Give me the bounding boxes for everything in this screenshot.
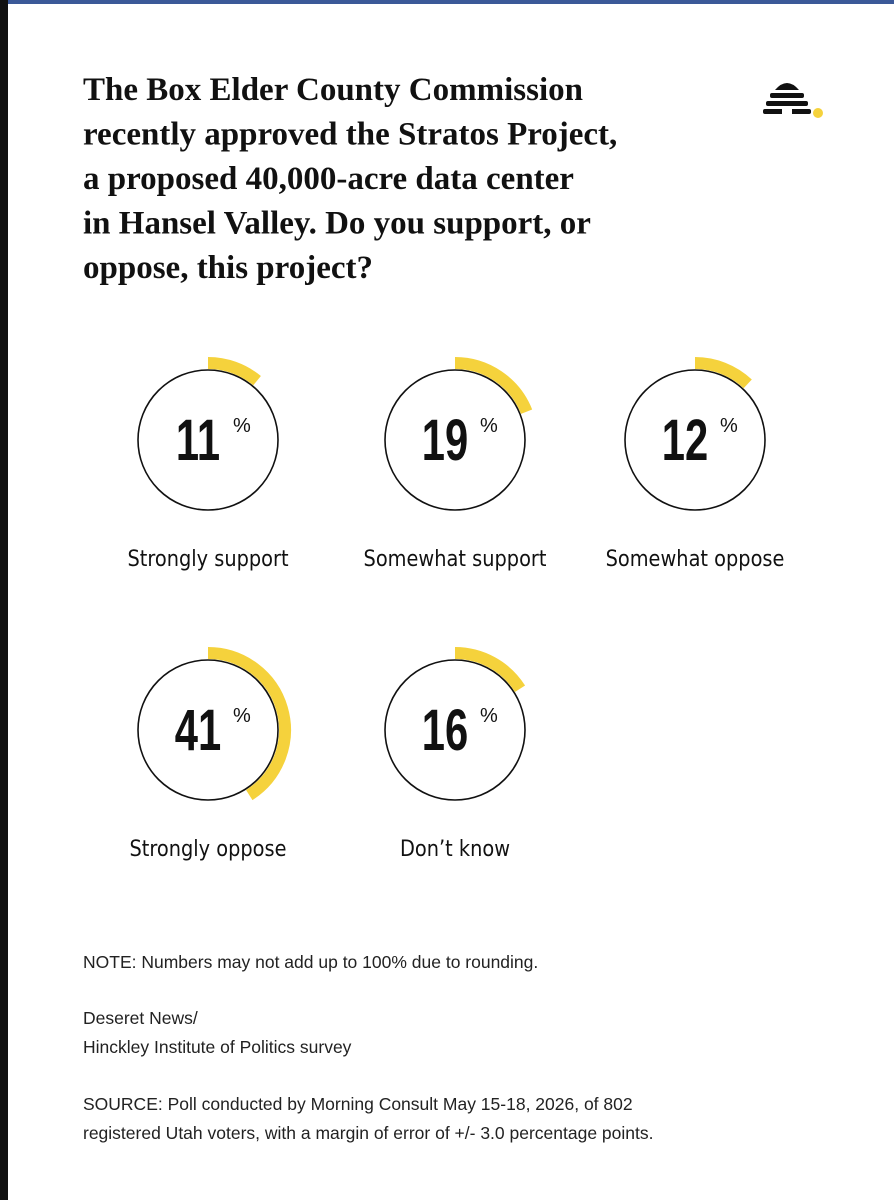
ring	[384, 659, 526, 801]
title-line: a proposed 40,000-acre data center	[83, 161, 574, 197]
value-group: 16	[422, 697, 468, 762]
value-group: 19	[422, 407, 468, 472]
category-label: Somewhat oppose	[606, 546, 785, 571]
unit-label: %	[233, 415, 251, 437]
category-label: Don’t know	[400, 836, 510, 861]
category-label: Somewhat support	[364, 546, 547, 571]
arc	[207, 357, 261, 386]
unit-label: %	[233, 705, 251, 727]
value-group: 11	[176, 407, 220, 472]
arc	[207, 647, 291, 801]
credit-line: Deseret News/	[83, 1008, 198, 1028]
top-bar	[0, 0, 894, 4]
ring	[384, 369, 526, 511]
source-line: SOURCE: Poll conducted by Morning Consul…	[83, 1094, 633, 1114]
title-line: recently approved the Stratos Project,	[83, 117, 617, 153]
arc	[694, 357, 752, 389]
note: NOTE: Numbers may not add up to 100% due…	[83, 952, 538, 972]
title-line: in Hansel Valley. Do you support, or	[83, 206, 591, 242]
ring	[624, 369, 766, 511]
value-label: 41	[175, 697, 221, 762]
arc	[454, 647, 526, 693]
value-label: 16	[422, 697, 468, 762]
unit-label: %	[720, 415, 738, 437]
category-label: Strongly oppose	[129, 836, 286, 861]
logo	[763, 83, 823, 118]
unit-label: %	[480, 705, 498, 727]
source-line: registered Utah voters, with a margin of…	[83, 1123, 654, 1143]
left-edge	[0, 0, 8, 1200]
value-label: 12	[662, 407, 708, 472]
title-line: The Box Elder County Commission	[83, 72, 583, 108]
ring	[137, 659, 279, 801]
value-group: 41	[175, 697, 221, 762]
title-line: oppose, this project?	[83, 250, 373, 286]
category-label: Strongly support	[127, 546, 288, 571]
arc	[454, 357, 533, 415]
ring	[137, 369, 279, 511]
value-label: 11	[176, 407, 220, 472]
credit-line: Hinckley Institute of Politics survey	[83, 1037, 352, 1057]
unit-label: %	[480, 415, 498, 437]
value-group: 12	[662, 407, 708, 472]
value-label: 19	[422, 407, 468, 472]
